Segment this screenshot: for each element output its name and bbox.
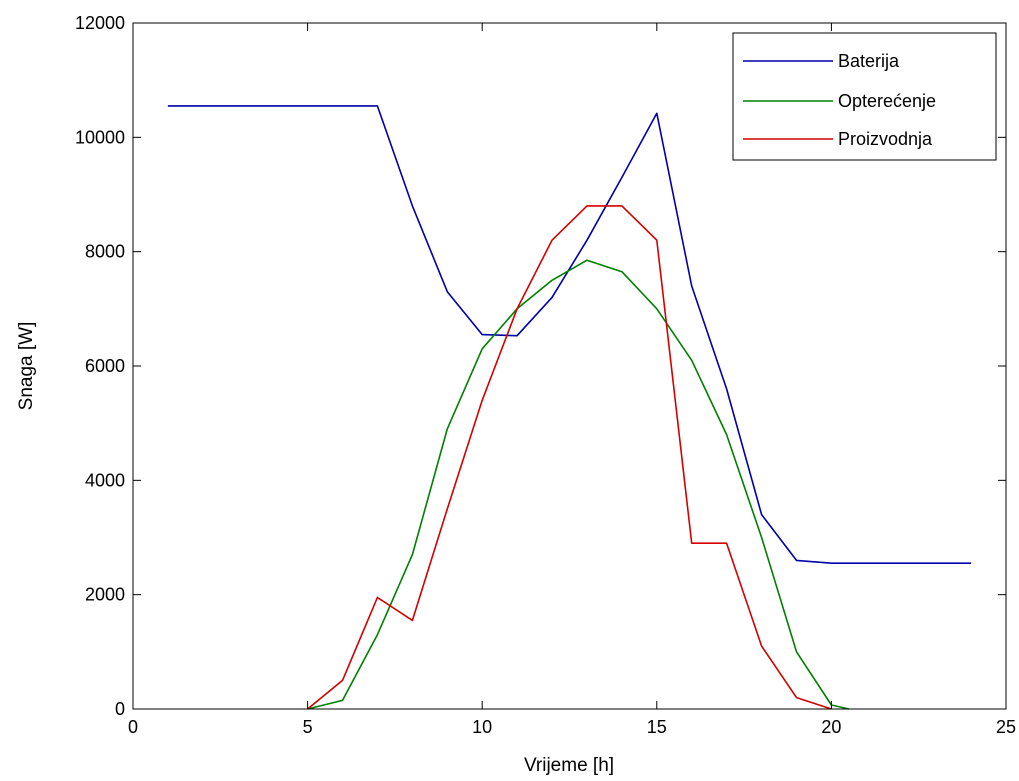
x-tick-label: 25 xyxy=(996,717,1016,737)
legend: Baterija Opterećenje Proizvodnja xyxy=(732,32,997,161)
x-tick-label: 20 xyxy=(821,717,841,737)
y-tick-label: 10000 xyxy=(75,127,125,147)
series-line-optere-enje xyxy=(307,259,850,710)
x-tick-label: 10 xyxy=(472,717,492,737)
y-axis-label: Snaga [W] xyxy=(16,322,37,411)
series-line-baterija xyxy=(167,105,972,565)
x-tick-label: 0 xyxy=(128,717,138,737)
legend-label: Proizvodnja xyxy=(838,129,933,149)
legend-entries: Baterija Opterećenje Proizvodnja xyxy=(743,51,936,149)
x-ticks: 0 5 10 15 20 25 xyxy=(128,23,1016,737)
x-tick-label: 5 xyxy=(303,717,313,737)
y-tick-label: 8000 xyxy=(85,242,125,262)
y-tick-label: 2000 xyxy=(85,585,125,605)
y-tick-label: 0 xyxy=(115,699,125,719)
x-tick-label: 15 xyxy=(647,717,667,737)
x-axis-label: Vrijeme [h] xyxy=(524,755,614,776)
y-ticks: 0 2000 4000 6000 8000 10000 12000 xyxy=(75,13,1006,719)
series-layer xyxy=(167,105,972,710)
legend-label: Opterećenje xyxy=(838,91,936,111)
y-tick-label: 4000 xyxy=(85,470,125,490)
series-line-proizvodnja xyxy=(307,205,832,710)
legend-label: Baterija xyxy=(838,51,900,71)
y-tick-label: 12000 xyxy=(75,13,125,33)
y-tick-label: 6000 xyxy=(85,356,125,376)
